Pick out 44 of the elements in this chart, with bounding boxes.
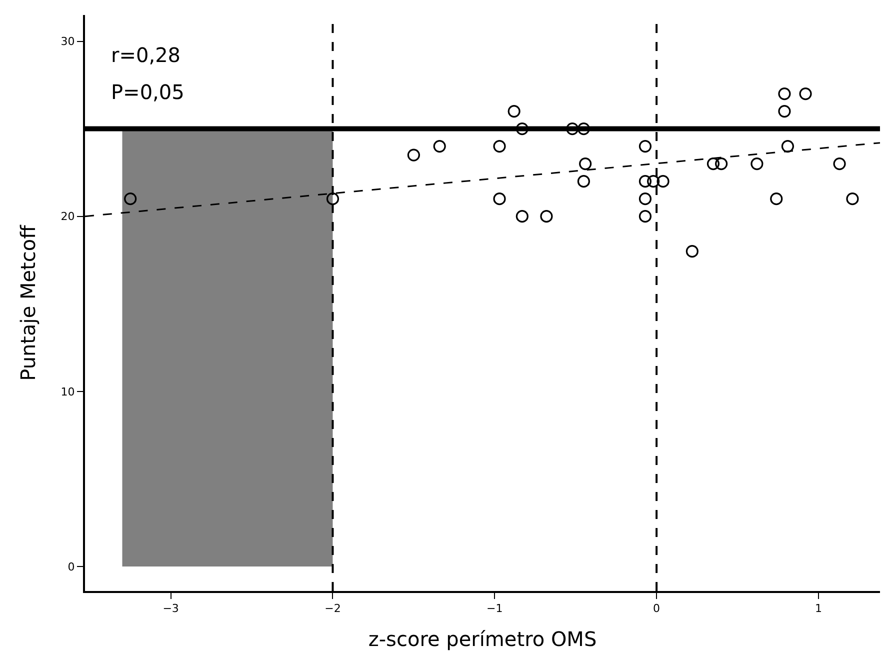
point	[407, 148, 420, 162]
point	[799, 87, 812, 100]
point	[715, 158, 728, 170]
x-tick-label: 0	[653, 602, 660, 616]
point	[778, 104, 791, 118]
point	[577, 175, 590, 188]
point	[706, 158, 720, 170]
y-tick-label: 10	[60, 385, 75, 398]
x-tick-label: 1	[814, 602, 822, 616]
point	[778, 87, 791, 100]
y-tick-label: 20	[60, 210, 75, 224]
point	[516, 122, 528, 136]
point	[124, 192, 137, 206]
y-tick-label: 30	[60, 35, 75, 48]
point	[493, 192, 506, 206]
y-axis-title: Puntaje Metcoff	[16, 224, 40, 381]
point	[579, 158, 592, 170]
point	[846, 192, 859, 206]
point	[433, 140, 446, 153]
point	[781, 140, 794, 153]
point	[656, 175, 670, 188]
point	[508, 104, 520, 118]
y-tick-label: 0	[68, 560, 75, 574]
x-tick-label: −1	[486, 602, 503, 616]
point	[638, 192, 652, 206]
point	[638, 140, 652, 153]
point	[750, 158, 764, 170]
point	[493, 140, 506, 153]
annotation: r=0,28	[111, 43, 181, 67]
point	[577, 122, 590, 136]
x-tick-label: −3	[162, 602, 179, 616]
point	[686, 245, 698, 258]
point	[326, 192, 340, 206]
point	[638, 210, 652, 223]
point	[833, 158, 846, 170]
x-axis-title: z-score perímetro OMS	[368, 627, 597, 652]
point	[540, 210, 553, 223]
annotation: P=0,05	[111, 80, 184, 104]
x-tick-label: −2	[324, 602, 341, 616]
point	[638, 175, 652, 188]
point	[516, 210, 528, 223]
point	[566, 122, 579, 136]
point	[647, 175, 660, 188]
point	[770, 192, 783, 206]
